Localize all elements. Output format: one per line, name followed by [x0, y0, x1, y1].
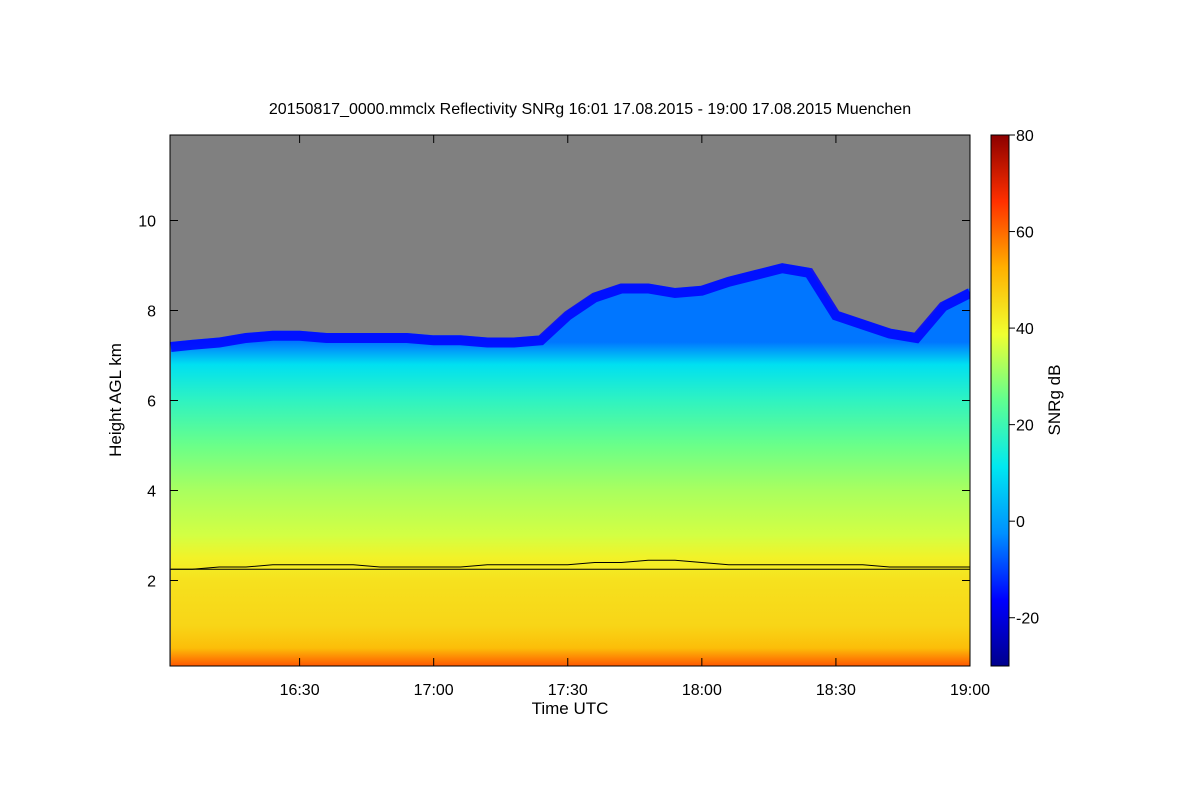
y-tick-label: 4	[147, 484, 156, 501]
melting-layer-line	[170, 559, 970, 570]
plot-area	[169, 134, 971, 667]
colorbar-tick-label: -20	[1016, 611, 1039, 628]
x-tick-label: 18:00	[682, 682, 722, 699]
colorbar-label: SNRg dB	[1045, 365, 1064, 436]
x-tick-label: 17:30	[548, 682, 588, 699]
y-tick-label: 2	[147, 574, 156, 591]
chart-title: 20150817_0000.mmclx Reflectivity SNRg 16…	[269, 101, 911, 118]
cloud-top-edge	[170, 263, 970, 352]
x-axis: 16:30 17:00 17:30 18:00 18:30 19:00	[280, 135, 990, 699]
colorbar-tick-label: 20	[1016, 418, 1034, 435]
colorbar-tick-label: 60	[1016, 225, 1034, 242]
colorbar-tick-label: 0	[1016, 514, 1025, 531]
colorbar-tick-label: 80	[1016, 128, 1034, 145]
x-tick-label: 19:00	[950, 682, 990, 699]
y-axis: 2 4 6 8 10	[138, 214, 970, 591]
y-axis-label: Height AGL km	[106, 343, 125, 457]
colorbar-scale	[990, 134, 1010, 667]
x-tick-label: 17:00	[414, 682, 454, 699]
x-axis-label: Time UTC	[532, 699, 609, 718]
y-tick-label: 6	[147, 394, 156, 411]
x-tick-label: 16:30	[280, 682, 320, 699]
x-tick-label: 18:30	[816, 682, 856, 699]
colorbar-tick-label: 40	[1016, 321, 1034, 338]
y-tick-label: 8	[147, 304, 156, 321]
y-tick-label: 10	[138, 214, 156, 231]
colorbar: -20 0 20 40 60 80	[990, 128, 1039, 667]
